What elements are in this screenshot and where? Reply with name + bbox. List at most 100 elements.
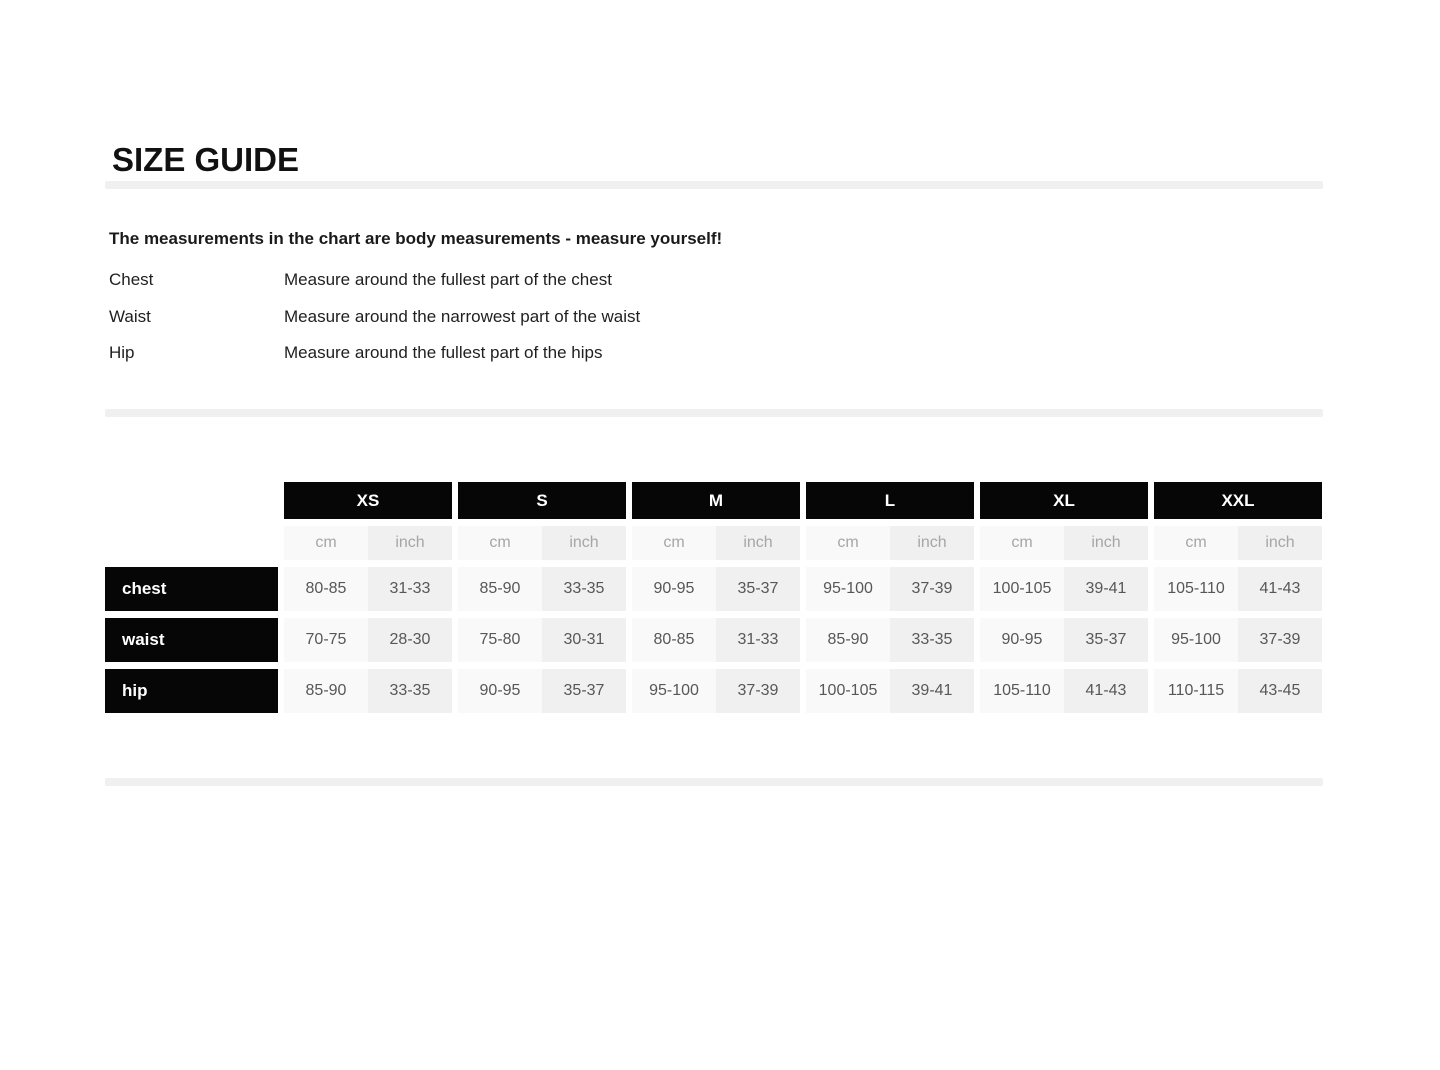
value-cell-hip-xl-cm: 105-110 [980, 669, 1064, 713]
value-cell-chest-l-inch: 37-39 [890, 567, 974, 611]
value-cell-hip-xl-inch: 41-43 [1064, 669, 1148, 713]
value-cell-chest-s-cm: 85-90 [458, 567, 542, 611]
value-cell-waist-xs-inch: 28-30 [368, 618, 452, 662]
value-cell-hip-s-cm: 90-95 [458, 669, 542, 713]
value-cell-chest-xs-cm: 80-85 [284, 567, 368, 611]
value-cell-chest-m-inch: 35-37 [716, 567, 800, 611]
unit-label-inch: inch [1064, 526, 1148, 560]
table-row-hip: hip 85-90 33-35 90-95 35-37 95-100 37-39 100-10… [105, 669, 1322, 713]
value-cell-chest-s-inch: 33-35 [542, 567, 626, 611]
page-title: SIZE GUIDE [112, 141, 300, 179]
unit-group-xl: cm inch [980, 526, 1148, 560]
unit-label-cm: cm [632, 526, 716, 560]
value-group-xs: 85-90 33-35 [284, 669, 452, 713]
value-cell-waist-xl-cm: 90-95 [980, 618, 1064, 662]
value-cell-chest-xxl-inch: 41-43 [1238, 567, 1322, 611]
value-cell-waist-l-cm: 85-90 [806, 618, 890, 662]
value-cell-hip-l-cm: 100-105 [806, 669, 890, 713]
intro-label-chest: Chest [109, 270, 154, 289]
row-label-waist: waist [105, 618, 278, 662]
unit-label-inch: inch [1238, 526, 1322, 560]
value-group-s: 85-90 33-35 [458, 567, 626, 611]
value-group-s: 75-80 30-31 [458, 618, 626, 662]
value-group-xl: 100-105 39-41 [980, 567, 1148, 611]
row-label-hip: hip [105, 669, 278, 713]
value-cell-waist-s-inch: 30-31 [542, 618, 626, 662]
size-header-xxl: XXL [1154, 482, 1322, 519]
value-cell-hip-xxl-cm: 110-115 [1154, 669, 1238, 713]
value-group-xs: 80-85 31-33 [284, 567, 452, 611]
row-label-chest: chest [105, 567, 278, 611]
value-cell-hip-m-inch: 37-39 [716, 669, 800, 713]
value-cell-waist-m-cm: 80-85 [632, 618, 716, 662]
value-group-xxl: 105-110 41-43 [1154, 567, 1322, 611]
value-cell-chest-xl-cm: 100-105 [980, 567, 1064, 611]
value-cell-chest-xs-inch: 31-33 [368, 567, 452, 611]
unit-spacer [105, 526, 278, 560]
size-header-xs: XS [284, 482, 452, 519]
unit-label-cm: cm [980, 526, 1064, 560]
unit-label-cm: cm [806, 526, 890, 560]
value-cell-waist-xl-inch: 35-37 [1064, 618, 1148, 662]
value-cell-hip-xxl-inch: 43-45 [1238, 669, 1322, 713]
value-cell-waist-xxl-cm: 95-100 [1154, 618, 1238, 662]
unit-label-cm: cm [1154, 526, 1238, 560]
divider-top [105, 181, 1323, 189]
value-cell-hip-l-inch: 39-41 [890, 669, 974, 713]
value-cell-chest-l-cm: 95-100 [806, 567, 890, 611]
value-cell-waist-m-inch: 31-33 [716, 618, 800, 662]
unit-label-inch: inch [542, 526, 626, 560]
size-header-s: S [458, 482, 626, 519]
unit-group-xxl: cm inch [1154, 526, 1322, 560]
unit-group-m: cm inch [632, 526, 800, 560]
value-group-s: 90-95 35-37 [458, 669, 626, 713]
table-row-waist: waist 70-75 28-30 75-80 30-31 80-85 31-33 85-90… [105, 618, 1322, 662]
unit-label-inch: inch [890, 526, 974, 560]
value-cell-hip-xs-inch: 33-35 [368, 669, 452, 713]
value-group-xs: 70-75 28-30 [284, 618, 452, 662]
value-cell-chest-m-cm: 90-95 [632, 567, 716, 611]
unit-label-cm: cm [458, 526, 542, 560]
intro-label-hip: Hip [109, 343, 135, 362]
value-cell-hip-m-cm: 95-100 [632, 669, 716, 713]
divider-middle [105, 409, 1323, 417]
value-group-m: 95-100 37-39 [632, 669, 800, 713]
value-cell-hip-s-inch: 35-37 [542, 669, 626, 713]
size-table: XS S M L XL XXL cm inch cm inch cm inch cm inch cm inc… [105, 482, 1322, 713]
value-group-l: 85-90 33-35 [806, 618, 974, 662]
value-group-xxl: 110-115 43-45 [1154, 669, 1322, 713]
intro-row-chest: Chest Measure around the fullest part of… [109, 270, 612, 290]
unit-label-inch: inch [368, 526, 452, 560]
table-row-chest: chest 80-85 31-33 85-90 33-35 90-95 35-37 95-10… [105, 567, 1322, 611]
size-header-xl: XL [980, 482, 1148, 519]
intro-desc-waist: Measure around the narrowest part of the… [284, 307, 641, 326]
value-group-m: 90-95 35-37 [632, 567, 800, 611]
value-cell-waist-xs-cm: 70-75 [284, 618, 368, 662]
divider-bottom [105, 778, 1323, 786]
unit-group-s: cm inch [458, 526, 626, 560]
header-spacer [105, 482, 278, 519]
value-group-m: 80-85 31-33 [632, 618, 800, 662]
value-cell-waist-s-cm: 75-80 [458, 618, 542, 662]
value-group-xl: 105-110 41-43 [980, 669, 1148, 713]
value-cell-waist-l-inch: 33-35 [890, 618, 974, 662]
size-header-m: M [632, 482, 800, 519]
intro-desc-hip: Measure around the fullest part of the h… [284, 343, 603, 362]
unit-group-xs: cm inch [284, 526, 452, 560]
value-group-xxl: 95-100 37-39 [1154, 618, 1322, 662]
intro-heading: The measurements in the chart are body m… [109, 229, 723, 248]
intro-label-waist: Waist [109, 307, 151, 326]
intro-desc-chest: Measure around the fullest part of the c… [284, 270, 612, 289]
value-group-l: 100-105 39-41 [806, 669, 974, 713]
unit-label-inch: inch [716, 526, 800, 560]
unit-label-cm: cm [284, 526, 368, 560]
value-group-xl: 90-95 35-37 [980, 618, 1148, 662]
value-cell-waist-xxl-inch: 37-39 [1238, 618, 1322, 662]
value-cell-chest-xl-inch: 39-41 [1064, 567, 1148, 611]
unit-group-l: cm inch [806, 526, 974, 560]
value-cell-chest-xxl-cm: 105-110 [1154, 567, 1238, 611]
intro-row-waist: Waist Measure around the narrowest part … [109, 307, 640, 327]
value-group-l: 95-100 37-39 [806, 567, 974, 611]
value-cell-hip-xs-cm: 85-90 [284, 669, 368, 713]
